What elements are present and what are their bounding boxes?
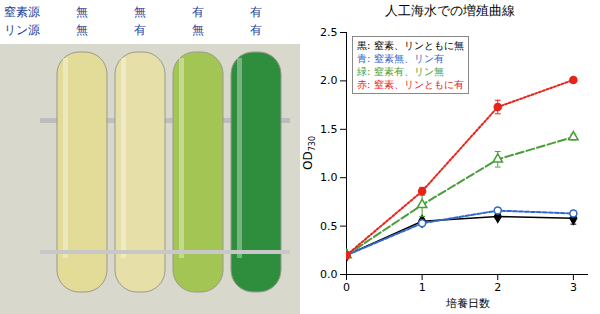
svg-text:0.5: 0.5 xyxy=(320,220,338,233)
svg-text:培養日数: 培養日数 xyxy=(445,297,490,310)
svg-text:窒素源: 窒素源 xyxy=(4,5,40,19)
svg-text:無: 無 xyxy=(76,5,88,19)
html-text:緑: 窒素有、リン無: 緑: 窒素有、リン無 xyxy=(357,66,444,77)
svg-text:有: 有 xyxy=(134,23,146,37)
html-text:人工海水での増殖曲線: 人工海水での増殖曲線 xyxy=(385,3,515,18)
svg-text:OD730: OD730 xyxy=(301,136,317,170)
html-text:青: 窒素無、リン有: 青: 窒素無、リン有 xyxy=(357,53,444,64)
svg-text:無: 無 xyxy=(134,5,146,19)
svg-text:2: 2 xyxy=(494,281,501,294)
svg-text:0: 0 xyxy=(343,281,350,294)
svg-text:無: 無 xyxy=(192,23,204,37)
svg-text:リン源: リン源 xyxy=(4,23,40,37)
svg-text:無: 無 xyxy=(76,23,88,37)
html-text:赤: 窒素、リンともに有: 赤: 窒素、リンともに有 xyxy=(357,79,464,90)
svg-text:2.0: 2.0 xyxy=(320,74,338,87)
svg-text:1.0: 1.0 xyxy=(320,171,338,184)
svg-text:1: 1 xyxy=(419,281,426,294)
svg-text:2.5: 2.5 xyxy=(320,26,338,39)
svg-text:0.0: 0.0 xyxy=(320,268,338,281)
svg-text:有: 有 xyxy=(250,23,262,37)
svg-text:3: 3 xyxy=(570,281,577,294)
svg-text:有: 有 xyxy=(250,5,262,19)
svg-text:1.5: 1.5 xyxy=(320,123,338,136)
html-text:黒: 窒素、リンともに無: 黒: 窒素、リンともに無 xyxy=(357,40,464,51)
svg-text:有: 有 xyxy=(192,5,204,19)
